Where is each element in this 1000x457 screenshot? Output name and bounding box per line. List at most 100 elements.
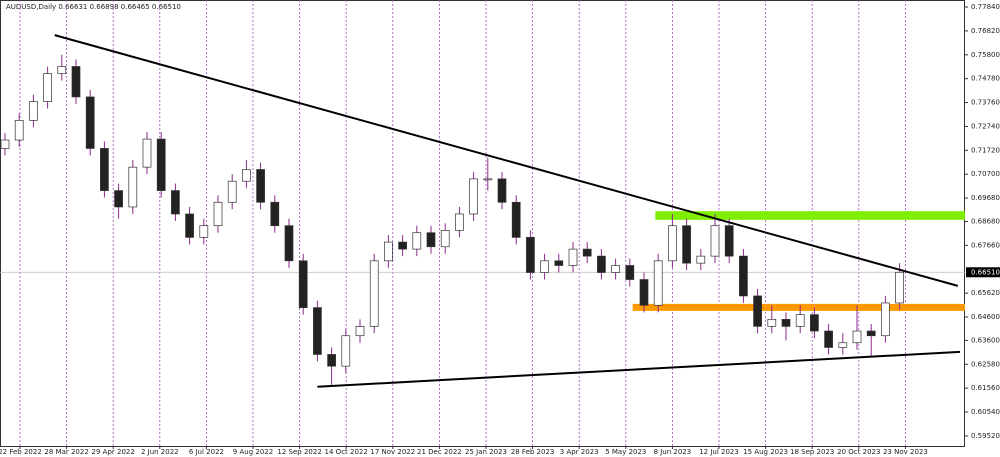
candle-body (795, 314, 805, 327)
x-tick-label: 18 Sep 2023 (790, 448, 834, 456)
candle-body (43, 73, 52, 102)
x-tick-label: 9 Aug 2022 (233, 448, 273, 456)
y-tick-label: 0.65620 (971, 289, 1000, 297)
candle-body (185, 213, 194, 238)
candle-body (852, 330, 862, 344)
candle-body (781, 318, 791, 327)
y-tick-label: 0.60540 (971, 408, 1000, 416)
chart-title: AUDUSD,Daily 0.66631 0.66898 0.66465 0.6… (6, 3, 181, 11)
x-tick-label: 3 Apr 2023 (560, 448, 599, 456)
candle-body (313, 307, 322, 355)
candle-body (327, 354, 336, 367)
x-tick-label: 2 Jun 2022 (141, 448, 179, 456)
x-tick-label: 12 Jul 2023 (699, 448, 739, 456)
y-tick-label: 0.62580 (971, 360, 1000, 368)
candle-body (526, 237, 535, 273)
candle-body (298, 260, 308, 308)
y-tick-label: 0.76820 (971, 27, 1000, 35)
candle-body (540, 260, 549, 273)
candle-body (625, 265, 635, 280)
zone (632, 303, 965, 311)
candle-body (355, 326, 365, 337)
candle-body (455, 213, 464, 231)
candle-body (597, 255, 606, 273)
candle-body (14, 119, 24, 141)
y-tick-label: 0.77840 (971, 3, 1000, 11)
y-tick-label: 0.63600 (971, 336, 1000, 344)
zone (655, 211, 965, 220)
current-price-label: 0.66510 (971, 268, 1000, 276)
candle-body (440, 230, 450, 248)
x-tick-label: 17 Nov 2022 (370, 448, 415, 456)
candle-body (369, 260, 379, 327)
candle-body (810, 314, 819, 332)
candle-body (866, 330, 876, 337)
x-tick-label: 12 Sep 2022 (277, 448, 321, 456)
x-tick-label: 8 Jun 2023 (654, 448, 692, 456)
candle-body (568, 248, 578, 266)
candle-body (753, 295, 762, 327)
candle-body (142, 138, 152, 168)
x-tick-label: 22 Feb 2022 (0, 448, 42, 456)
candle-body (895, 271, 904, 304)
candle-body (426, 232, 436, 248)
candle-body (824, 330, 833, 348)
candle-body (29, 101, 38, 121)
candle-body (284, 225, 294, 262)
x-tick-label: 15 Aug 2023 (743, 448, 788, 456)
candle-body (511, 201, 521, 238)
x-tick-label: 6 Jul 2022 (189, 448, 224, 456)
y-tick-label: 0.67660 (971, 241, 1000, 249)
x-tick-label: 20 Oct 2023 (837, 448, 880, 456)
candle-body (412, 232, 422, 250)
y-tick-label: 0.74780 (971, 75, 1000, 83)
x-tick-label: 29 Apr 2022 (92, 448, 135, 456)
candle-body (497, 178, 507, 203)
candle-body (128, 166, 138, 208)
y-tick-label: 0.73760 (971, 99, 1000, 107)
candle-body (724, 225, 734, 257)
y-tick-label: 0.75800 (971, 51, 1000, 59)
candle-body (227, 180, 237, 203)
candle-body (270, 201, 280, 227)
x-tick-label: 28 Feb 2023 (511, 448, 555, 456)
candle-body (554, 260, 564, 266)
candle-body (85, 96, 95, 149)
candle-body (767, 318, 777, 327)
y-tick-label: 0.70700 (971, 170, 1000, 178)
candle-body (653, 260, 663, 306)
y-tick-label: 0.59520 (971, 432, 1000, 440)
y-tick-label: 0.64600 (971, 313, 1000, 321)
candle-body (71, 66, 81, 98)
trendline (54, 34, 959, 287)
x-tick-label: 28 Mar 2022 (44, 448, 88, 456)
candle-body (838, 342, 848, 348)
candle-body (341, 335, 351, 367)
candle-body (384, 241, 393, 262)
candle-body (213, 201, 223, 227)
candle-body (881, 302, 890, 337)
candle-body (483, 178, 493, 181)
y-tick-label: 0.72740 (971, 122, 1000, 130)
candle-body (611, 265, 620, 273)
candle-body (682, 225, 691, 264)
candle-body (100, 148, 109, 191)
candle-body (114, 190, 123, 208)
candle-body (696, 255, 706, 264)
candle-body (0, 139, 10, 149)
current-price-box (966, 267, 1000, 278)
y-tick-label: 0.69680 (971, 194, 1000, 202)
trendline (317, 350, 961, 388)
y-tick-label: 0.61560 (971, 384, 1000, 392)
plot-frame (0, 0, 965, 447)
candle-body (256, 169, 265, 203)
candle-body (582, 248, 592, 257)
candle-body (639, 279, 649, 306)
candle-body (57, 66, 67, 74)
candle-body (398, 241, 407, 250)
candle-body (171, 190, 180, 215)
x-tick-label: 21 Dec 2022 (417, 448, 462, 456)
candle-body (199, 225, 209, 238)
y-tick-label: 0.68680 (971, 217, 1000, 225)
candle-body (242, 169, 251, 182)
